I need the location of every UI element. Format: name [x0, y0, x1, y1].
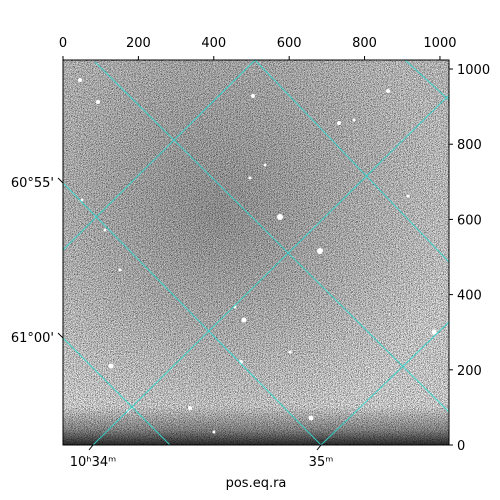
ra-label: 10ʰ34ᵐ — [70, 455, 116, 470]
x-axis-label: pos.eq.ra — [226, 476, 287, 491]
coordinate-grid — [63, 60, 449, 445]
axes-frame — [62, 59, 450, 446]
y-tick-label: 400 — [457, 289, 482, 304]
x-tick-label: 400 — [201, 36, 226, 51]
y-tick-label: 200 — [457, 364, 482, 379]
wcs-ticks — [57, 177, 322, 451]
image — [63, 60, 449, 445]
x-tick-label: 1000 — [423, 36, 456, 51]
y-tick-label: 600 — [457, 213, 482, 228]
y-tick-label: 0 — [457, 439, 465, 454]
dec-label: 60°55' — [11, 176, 54, 191]
y-tick-label: 800 — [457, 138, 482, 153]
x-tick-label: 800 — [352, 36, 377, 51]
stars — [78, 78, 437, 434]
y-tick-label: 1000 — [457, 63, 490, 78]
dec-label: 61°00' — [11, 331, 54, 346]
x-tick-label: 200 — [126, 36, 151, 51]
x-tick-label: 0 — [59, 36, 67, 51]
x-tick-label: 600 — [277, 36, 302, 51]
ra-label: 35ᵐ — [309, 455, 334, 470]
